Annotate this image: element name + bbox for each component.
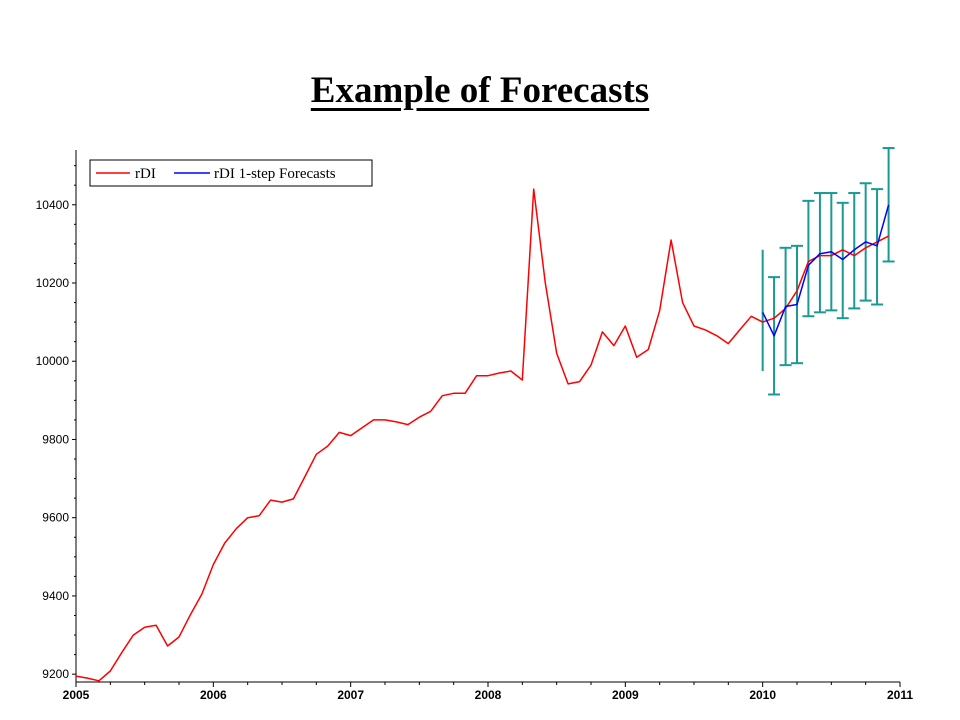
y-tick-label: 10200 [36,276,70,290]
y-tick-label: 9600 [42,511,69,525]
chart-ticks: 9200 9400 9600 9800 10000 10200 10400 2005 2006 2… [36,165,913,702]
y-tick-label: 9400 [42,589,69,603]
forecast-error-bars [761,147,895,396]
x-tick-label: 2009 [612,688,639,702]
x-tick-label: 2006 [200,688,227,702]
y-tick-label: 10400 [36,198,70,212]
x-tick-label: 2010 [749,688,776,702]
series-line-rdi-forecasts [762,204,890,337]
series-line-rdi [75,188,889,682]
y-tick-label: 10000 [36,354,70,368]
y-tick-label: 9800 [42,432,69,446]
legend-label-rdi: rDI [135,166,156,182]
y-tick-label: 9200 [42,667,69,681]
x-tick-label: 2008 [475,688,502,702]
legend-box [89,159,373,187]
chart-axes [75,150,900,683]
x-tick-label: 2007 [337,688,364,702]
slide-title: Example of Forecasts [310,70,650,111]
x-tick-label: 2011 [887,688,913,702]
chart-series-lines [75,188,890,682]
legend-label-forecasts: rDI 1-step Forecasts [214,166,336,182]
chart-legend: rDI rDI 1-step Forecasts [89,159,373,187]
x-tick-label: 2005 [63,688,90,702]
